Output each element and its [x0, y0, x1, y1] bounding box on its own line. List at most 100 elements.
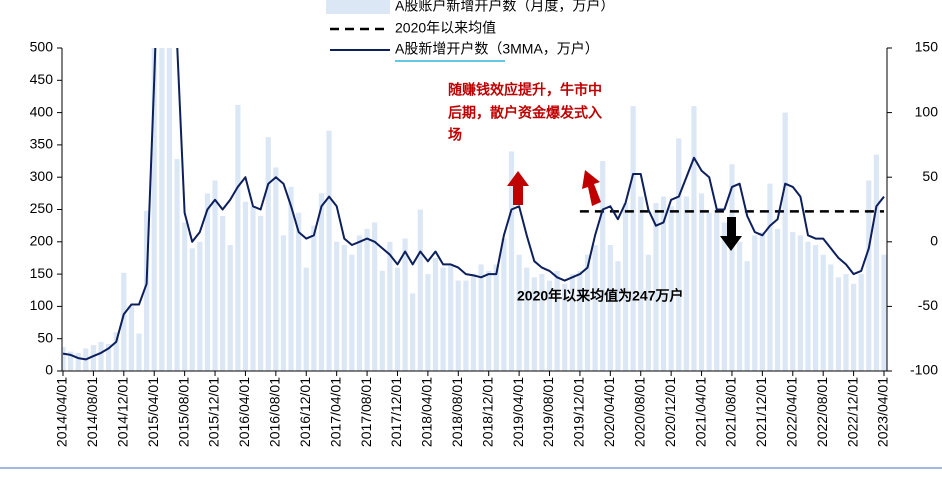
- bar: [258, 215, 264, 371]
- bar: [166, 48, 173, 371]
- bar: [660, 196, 667, 371]
- bar: [638, 196, 644, 371]
- x-tick-label: 2022/08/01: [814, 377, 830, 447]
- bar: [106, 343, 112, 371]
- bar: [159, 48, 165, 371]
- bar: [524, 267, 530, 371]
- bar: [691, 106, 697, 371]
- bar: [721, 222, 727, 371]
- bar-layer: [62, 48, 887, 371]
- x-tick-label: 2021/04/01: [692, 377, 708, 447]
- bar: [90, 345, 97, 371]
- bar: [197, 241, 203, 371]
- x-tick-label: 2017/08/01: [358, 377, 374, 447]
- bar: [265, 137, 271, 371]
- bar: [577, 270, 583, 371]
- y-tick-label: 200: [30, 233, 54, 249]
- bar: [410, 293, 416, 371]
- bar: [62, 347, 66, 371]
- x-tick-label: 2018/04/01: [419, 377, 435, 447]
- bar: [607, 245, 613, 371]
- bar: [174, 159, 180, 371]
- bar: [227, 245, 233, 371]
- bar: [288, 186, 294, 371]
- annotation: 2020年以来均值为247万户: [517, 288, 684, 304]
- bar: [630, 106, 636, 371]
- bar: [622, 203, 629, 371]
- bar: [668, 206, 674, 371]
- y2-tick-label: 50: [922, 168, 938, 184]
- up-arrow: [582, 170, 601, 206]
- x-tick-label: 2017/12/01: [388, 377, 404, 447]
- bar: [828, 264, 834, 371]
- bar: [463, 280, 469, 371]
- bar: [220, 215, 226, 371]
- bar: [311, 225, 317, 371]
- y-tick-label: 100: [30, 297, 54, 313]
- bar: [653, 203, 659, 371]
- bar: [425, 274, 431, 371]
- x-tick-label: 2015/08/01: [175, 377, 191, 447]
- y-tick-label: 250: [30, 200, 54, 216]
- bar: [676, 138, 682, 371]
- bar: [68, 351, 74, 371]
- legend-label: A股账户新增开户数（月度，万户）: [395, 0, 614, 14]
- y2-tick-label: -100: [910, 362, 938, 378]
- bar: [250, 206, 256, 371]
- bar: [212, 180, 218, 371]
- bar: [774, 228, 781, 371]
- x-tick-label: 2018/08/01: [449, 377, 465, 447]
- bar: [531, 277, 537, 371]
- bar: [546, 280, 553, 371]
- bar: [318, 193, 325, 371]
- x-tick-label: 2023/04/01: [875, 377, 891, 447]
- bar: [113, 332, 119, 371]
- bar: [204, 193, 211, 371]
- y2-tick-label: 150: [915, 39, 939, 55]
- bar: [486, 270, 492, 371]
- x-tick-label: 2020/04/01: [601, 377, 617, 447]
- bar: [714, 209, 720, 371]
- bar: [98, 341, 104, 371]
- annotation: 场: [448, 127, 462, 143]
- bar: [417, 209, 423, 371]
- y-tick-label: 500: [30, 39, 54, 55]
- x-tick-label: 2018/12/01: [479, 377, 495, 447]
- bar: [584, 254, 591, 371]
- bar: [706, 212, 712, 371]
- bar: [698, 193, 705, 371]
- bar: [569, 274, 575, 371]
- bar: [554, 270, 560, 371]
- line-layer: [62, 48, 885, 361]
- bar: [402, 238, 408, 371]
- up-arrow: [507, 171, 529, 205]
- down-arrow: [720, 217, 742, 251]
- bar: [448, 264, 454, 371]
- x-tick-label: 2019/12/01: [571, 377, 587, 447]
- bar: [600, 161, 606, 371]
- bar: [341, 245, 347, 371]
- bar: [835, 277, 841, 371]
- bar: [516, 254, 522, 371]
- x-tick-label: 2015/04/01: [145, 377, 161, 447]
- bar: [379, 270, 385, 371]
- x-tick-label: 2020/12/01: [662, 377, 678, 447]
- x-tick-label: 2019/08/01: [540, 377, 556, 447]
- bar: [182, 222, 188, 371]
- bar: [562, 283, 568, 371]
- bar: [790, 232, 796, 371]
- y2-tick-label: 100: [915, 103, 939, 119]
- bar: [432, 257, 439, 371]
- bar: [235, 104, 241, 371]
- x-tick-label: 2021/12/01: [753, 377, 769, 447]
- x-tick-label: 2022/12/01: [844, 377, 860, 447]
- bar: [144, 210, 150, 371]
- bar: [394, 267, 401, 371]
- bar: [615, 261, 621, 371]
- bar: [334, 241, 340, 371]
- x-tick-label: 2019/04/01: [510, 377, 526, 447]
- bar: [873, 154, 879, 371]
- bar: [303, 267, 309, 371]
- x-tick-label: 2021/08/01: [723, 377, 739, 447]
- bar: [744, 261, 750, 371]
